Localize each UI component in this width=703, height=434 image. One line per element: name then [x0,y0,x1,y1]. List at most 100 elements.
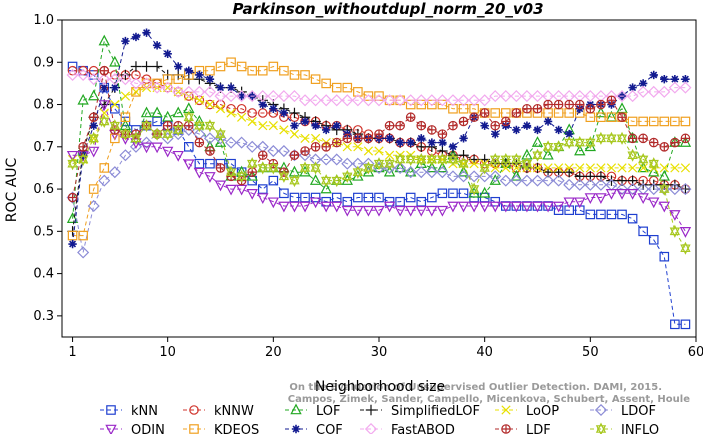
data-point [98,100,110,112]
data-point [203,85,216,98]
y-tick-label: 0.5 [33,224,54,239]
data-point [647,183,660,196]
data-point [575,163,585,173]
data-point [552,174,565,187]
data-point [670,319,680,330]
data-point [521,201,533,213]
data-point [415,205,427,217]
data-point [290,121,299,130]
data-point [173,74,184,84]
data-point [129,77,143,90]
data-point [436,94,449,107]
data-point [225,136,238,149]
data-point [596,209,606,220]
data-point [532,103,543,114]
data-point [670,74,680,84]
data-point [405,112,416,123]
data-point [542,148,554,160]
data-point [405,99,416,110]
data-point [405,152,416,167]
data-point [385,134,394,143]
data-point [448,120,458,131]
data-point [405,205,417,217]
data-point [161,110,174,122]
data-point [500,152,511,167]
data-point [214,180,227,192]
data-point [436,166,449,179]
data-point [501,163,511,173]
data-point [554,163,564,173]
data-point [416,120,427,131]
data-point [141,119,152,133]
data-point [216,83,225,92]
axes: 1 10 20 30 40 50 60 0.3 0.4 0.5 0.6 0.7 0.8 0.9 1.0 [33,13,703,360]
data-point [543,163,553,173]
data-point [225,165,237,179]
data-point [268,121,278,131]
data-point [362,205,375,217]
data-point [647,85,660,98]
data-point [225,90,238,103]
data-point [184,91,194,101]
data-point [140,136,153,149]
data-point [279,188,289,199]
data-point [258,121,268,131]
data-point [110,99,120,110]
data-point [257,65,268,76]
data-point [417,134,426,143]
data-point [585,209,596,220]
data-point [446,170,460,183]
data-point [330,153,343,166]
data-point [205,158,215,169]
data-point [215,104,226,114]
legend-label: kNN [131,404,158,419]
data-point [110,83,120,92]
data-point [352,205,364,217]
data-point [341,94,354,107]
data-point [617,112,627,123]
data-point [626,188,639,200]
legend-label: kNNW [214,404,254,419]
data-point [447,201,459,213]
legend-label: LoOP [526,404,559,419]
data-point [299,161,311,175]
data-point [437,129,448,139]
legend-item-cof: COF [285,423,343,434]
legend-item-lof: LOF [285,403,341,419]
data-point [680,319,691,330]
data-point [542,174,555,187]
legend-label: LDOF [621,404,656,419]
data-point [384,150,395,160]
data-point [395,120,405,131]
data-point [595,193,607,205]
data-point [362,157,375,170]
legend-label: LDF [526,423,551,434]
data-point [331,137,342,148]
data-point [353,133,363,144]
data-point [372,94,386,107]
data-point [320,182,332,194]
data-point [140,77,153,90]
legend-item-fastabod: FastABOD [360,422,455,434]
data-point [342,142,352,152]
data-point [436,205,449,217]
data-point [352,165,364,179]
data-point [563,178,576,191]
data-point [679,227,692,238]
data-point [257,150,268,161]
data-point [660,74,669,84]
legend-item-simplifiedlof: SimplifiedLOF [360,404,480,419]
data-point [658,85,671,98]
data-point [353,142,363,152]
data-point [584,90,597,103]
data-point [309,94,322,107]
data-point [67,230,78,241]
data-point [469,112,479,123]
data-point [552,201,565,213]
data-point [142,28,151,37]
data-point [616,188,628,200]
data-point [511,152,522,167]
data-point [300,146,310,156]
data-point [627,163,638,173]
